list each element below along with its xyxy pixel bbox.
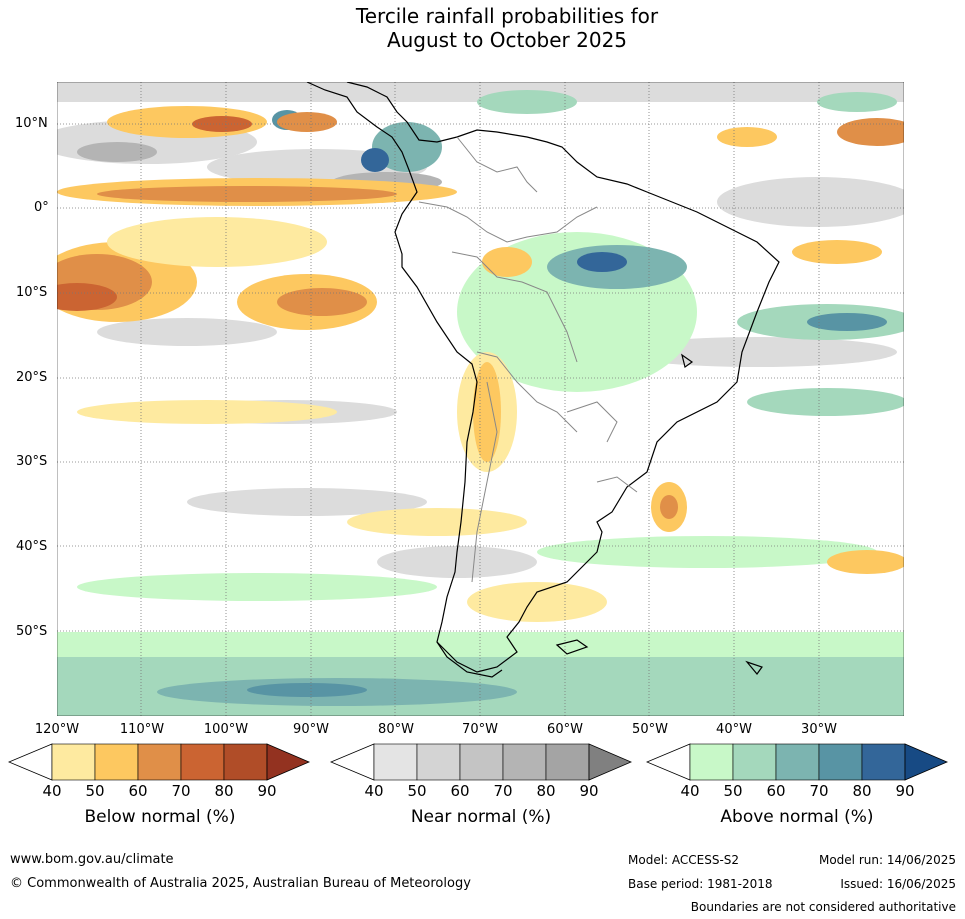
lon-label-110w: 110°W [119,722,165,737]
base-period: Base period: 1981-2018 [628,877,773,891]
lon-label-120w: 120°W [34,722,80,737]
below-colorbar-segment [94,743,139,781]
coastlines [306,82,780,678]
colorbar-above-normal [646,743,948,781]
above-colorbar-over-arrow [904,743,948,781]
below-colorbar-segment [137,743,182,781]
below-normal-label: Below normal (%) [84,807,236,827]
near-normal-label: Near normal (%) [410,807,552,827]
boundaries-disclaimer: Boundaries are not considered authoritat… [690,900,956,914]
copyright-text: © Commonwealth of Australia 2025, Austra… [10,876,471,891]
below-colorbar-segment [223,743,268,781]
map-title-line1: Tercile rainfall probabilities for [355,4,659,28]
colorbar-below-normal [8,743,310,781]
near-colorbar-under-arrow [330,743,375,781]
lon-label-90w: 90°W [293,722,329,737]
lat-label-50s: 50°S [16,624,48,639]
below-colorbar-segment [180,743,225,781]
above-tick-80: 80 [852,782,872,800]
below-tick-50: 50 [85,782,105,800]
lon-label-70w: 70°W [462,722,498,737]
lat-label-10n: 10°N [15,116,48,131]
above-tick-60: 60 [766,782,786,800]
probability-map [57,82,904,716]
lon-label-100w: 100°W [203,722,249,737]
above-colorbar-segment [818,743,863,781]
model-name: Model: ACCESS-S2 [628,853,740,867]
below-tick-60: 60 [128,782,148,800]
lon-label-80w: 80°W [378,722,414,737]
near-tick-40: 40 [364,782,384,800]
below-tick-70: 70 [171,782,191,800]
issued-date: Issued: 16/06/2025 [840,877,956,891]
lon-label-60w: 60°W [547,722,583,737]
above-tick-90: 90 [895,782,915,800]
map-title-line2: August to October 2025 [386,28,628,52]
lat-label-30s: 30°S [16,454,48,469]
country-borders [418,136,638,583]
above-colorbar-segment [861,743,906,781]
near-colorbar-segment [373,743,418,781]
below-colorbar-over-arrow [266,743,310,781]
model-run: Model run: 14/06/2025 [818,853,956,867]
above-colorbar-segment [732,743,777,781]
graticule [57,82,904,716]
near-colorbar-segment [459,743,504,781]
lon-label-50w: 50°W [632,722,668,737]
near-tick-50: 50 [407,782,427,800]
below-tick-80: 80 [214,782,234,800]
below-colorbar-under-arrow [8,743,53,781]
below-normal-areas [57,106,904,622]
lat-label-10s: 10°S [16,285,48,300]
above-tick-50: 50 [723,782,743,800]
above-colorbar-under-arrow [646,743,691,781]
above-tick-70: 70 [809,782,829,800]
map-canvas [57,82,904,716]
near-tick-90: 90 [579,782,599,800]
below-tick-90: 90 [257,782,277,800]
colorbar-near-normal [330,743,632,781]
near-tick-70: 70 [493,782,513,800]
above-normal-areas [57,90,904,716]
lat-label-0: 0° [34,200,49,215]
map-title: Tercile rainfall probabilities for Augus… [0,4,965,52]
near-colorbar-over-arrow [588,743,632,781]
lat-label-20s: 20°S [16,370,48,385]
below-colorbar-segment [51,743,96,781]
near-tick-60: 60 [450,782,470,800]
website-link[interactable]: www.bom.gov.au/climate [10,852,174,867]
near-colorbar-segment [502,743,547,781]
near-colorbar-segment [545,743,590,781]
below-tick-40: 40 [42,782,62,800]
near-tick-80: 80 [536,782,556,800]
near-colorbar-segment [416,743,461,781]
above-colorbar-segment [775,743,820,781]
lat-label-40s: 40°S [16,539,48,554]
above-normal-label: Above normal (%) [720,807,874,827]
lon-label-40w: 40°W [716,722,752,737]
above-colorbar-segment [689,743,734,781]
above-tick-40: 40 [680,782,700,800]
lon-label-30w: 30°W [801,722,837,737]
